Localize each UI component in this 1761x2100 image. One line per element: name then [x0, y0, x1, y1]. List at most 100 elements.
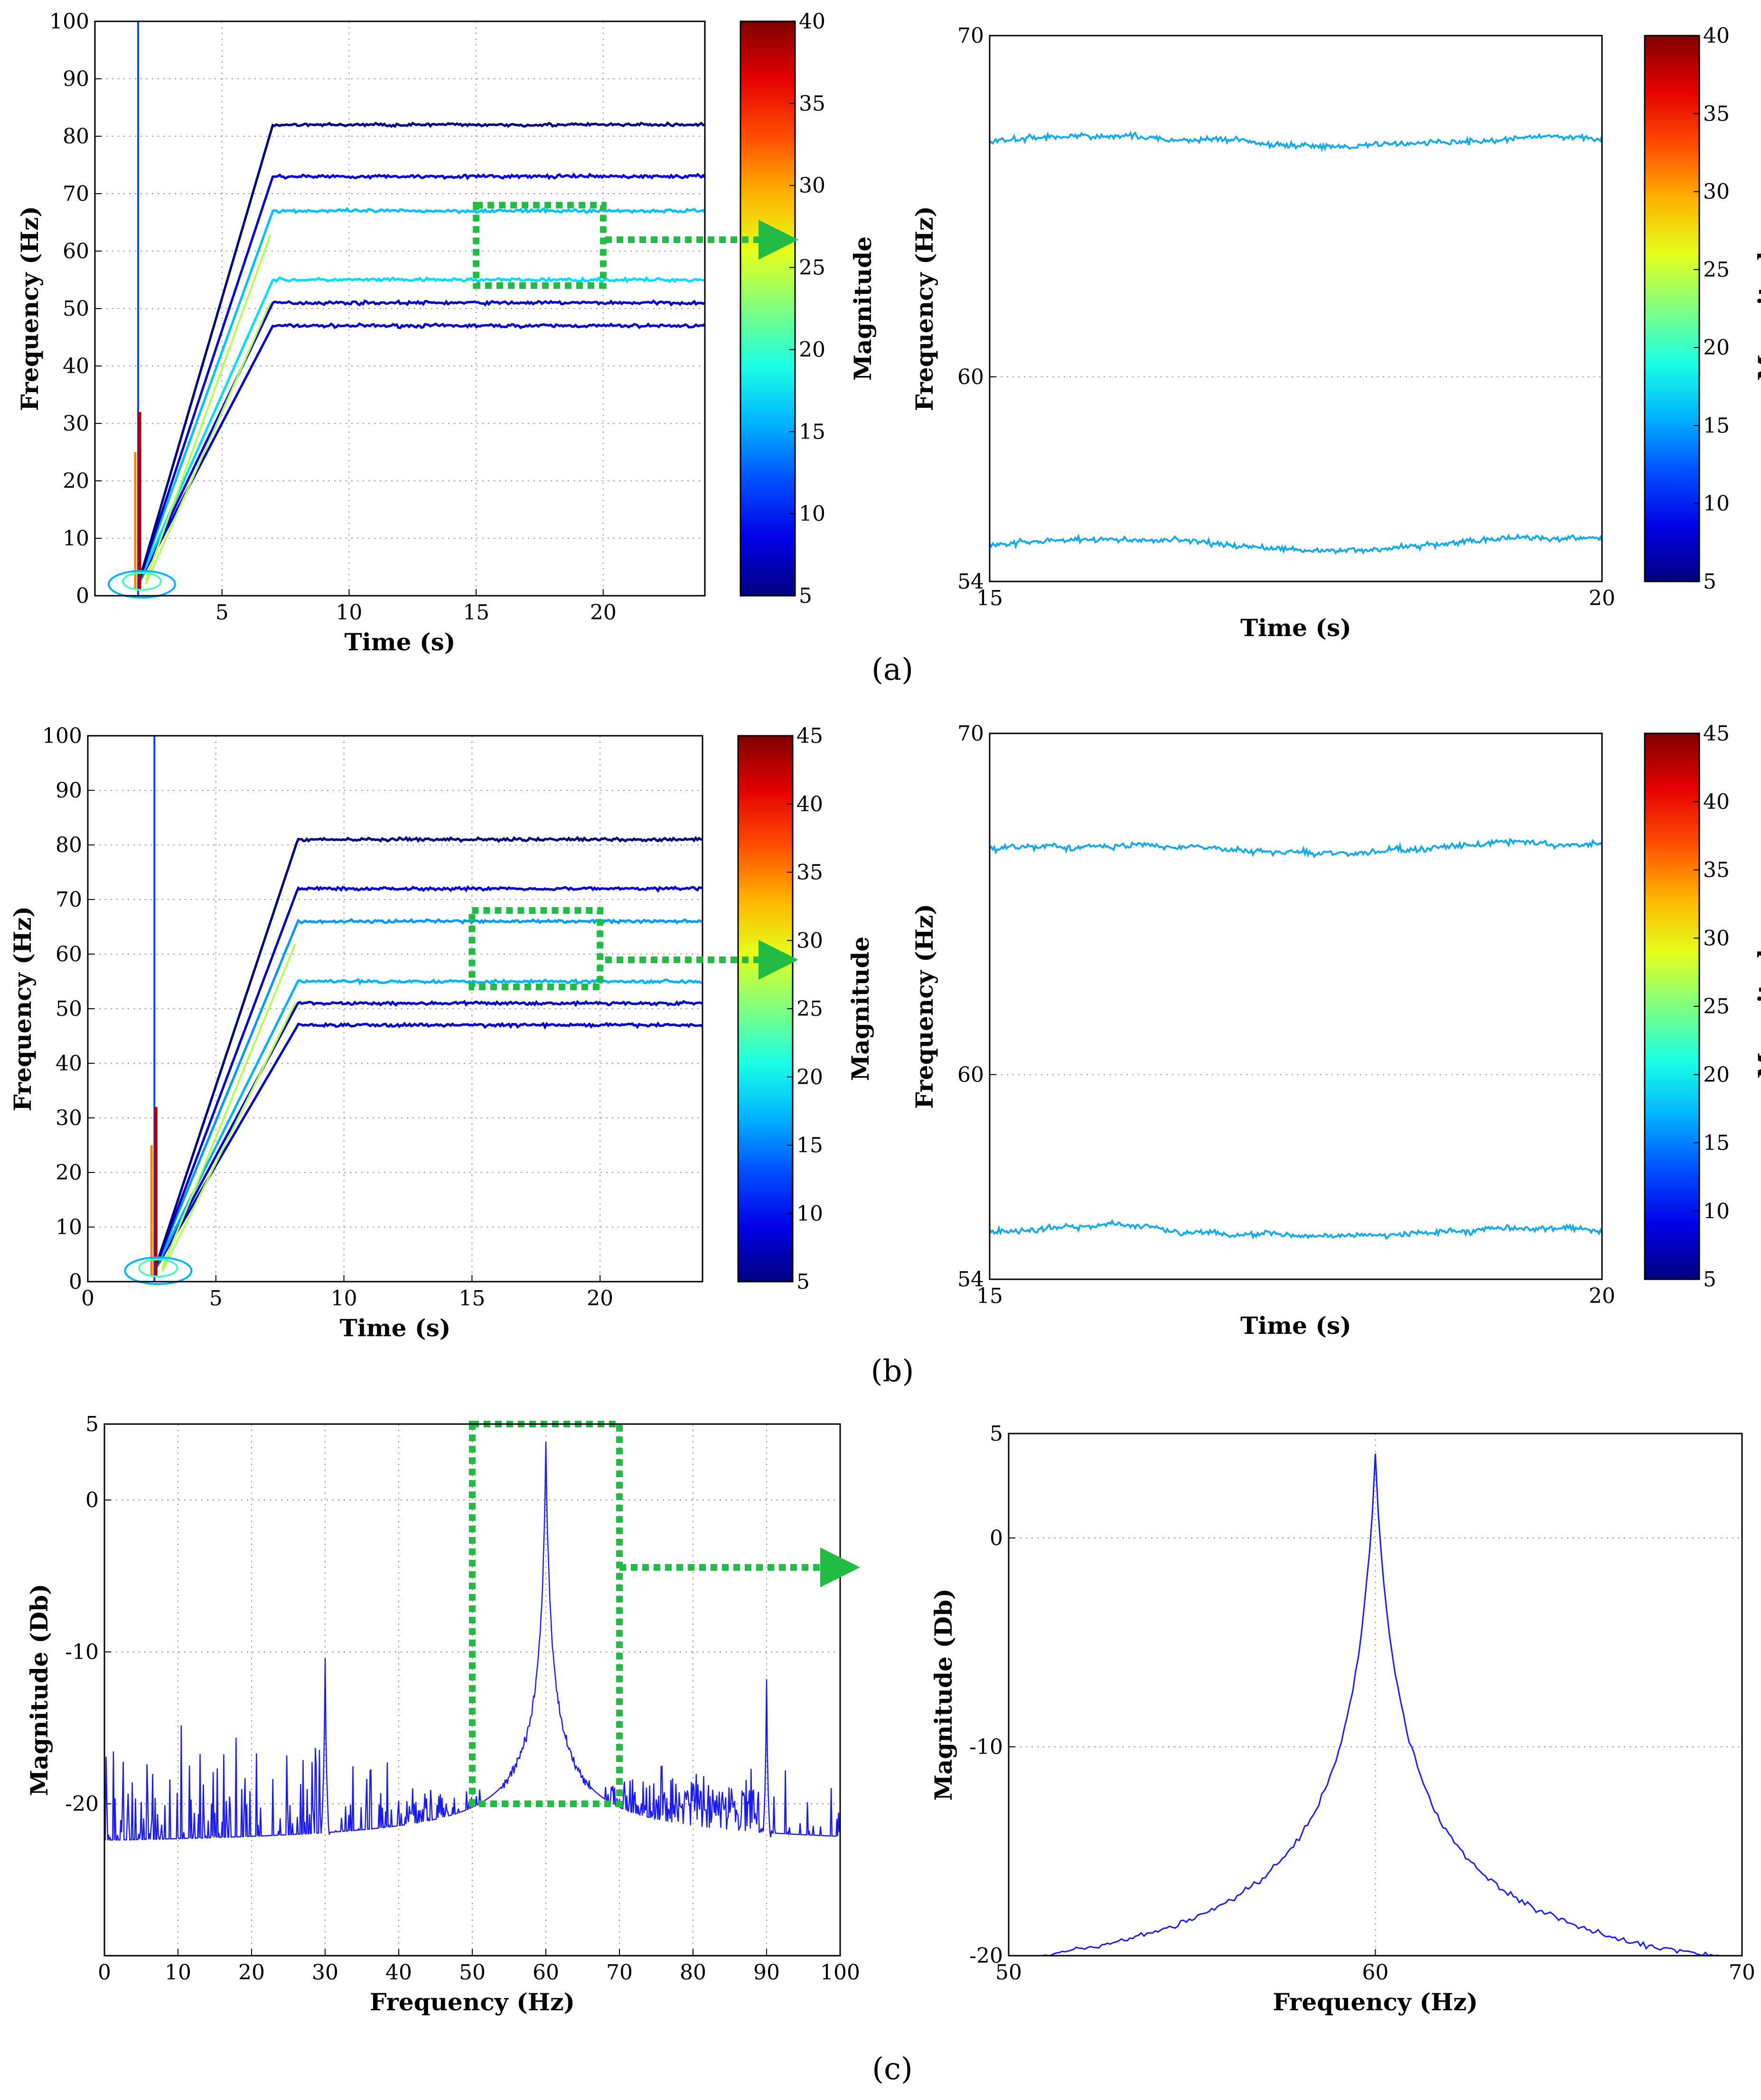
- colorbar: [737, 735, 794, 1283]
- colorbar-tick-label: 35: [1703, 102, 1730, 126]
- zoom-arrows: [605, 220, 860, 1587]
- startup-blob: [124, 1256, 193, 1285]
- plot-area: [990, 733, 1602, 1279]
- colorbar-tick-label: 20: [1703, 1063, 1730, 1087]
- colorbar-tick-label: 10: [799, 502, 825, 526]
- harmonic-contours: [137, 121, 706, 585]
- colorbar-tick-label: 35: [1703, 858, 1730, 882]
- y-axis-label: Frequency (Hz): [16, 206, 44, 411]
- axes-frame: [1008, 1433, 1743, 1957]
- x-axis-label: Time (s): [340, 1314, 451, 1342]
- x-axis-label: Time (s): [1240, 1312, 1351, 1340]
- y-tick-label: 90: [56, 778, 82, 803]
- colorbar-tick-label: 30: [799, 174, 825, 198]
- chart-b-right: 15 20 54 60 70 Time (s) Frequency (Hz) 5 10 15 20 2…: [910, 722, 1761, 1340]
- colorbar: [1644, 732, 1700, 1280]
- startup-blob: [138, 1258, 178, 1278]
- harmonic-contour: [137, 206, 706, 585]
- colorbar-tick-label: 40: [1703, 24, 1730, 48]
- colorbar-tick-label: 15: [1703, 1131, 1730, 1155]
- y-tick-label: 5: [85, 1412, 99, 1436]
- chart-b-left: 0 5 10 15 20 0 10 20 30 40 50 60 70 80 90 100 Time (s) Fr…: [9, 724, 874, 1342]
- colorbar-tick-label: 30: [1703, 926, 1730, 950]
- inner-contour: [145, 234, 272, 581]
- startup-transient: [124, 736, 193, 1285]
- x-tick-label: 5: [215, 600, 229, 625]
- harmonic-line-lower: [989, 1219, 1603, 1240]
- colorbar-tick-label: 25: [1703, 994, 1730, 1019]
- colorbar-tick-label: 35: [796, 861, 823, 885]
- y-tick-label: 0: [85, 1488, 99, 1512]
- y-tick-label: 60: [63, 239, 89, 263]
- x-tick-label: 80: [680, 1960, 706, 1985]
- y-tick-label: 70: [957, 722, 984, 746]
- y-tick-label: 100: [49, 9, 89, 34]
- x-tick-label: 20: [238, 1960, 265, 1985]
- x-tick-label: 15: [463, 600, 489, 625]
- colorbar-tick-label: 45: [796, 724, 823, 748]
- x-tick-label: 0: [81, 1286, 94, 1311]
- harmonic-line-upper: [989, 837, 1603, 859]
- x-tick-label: 10: [165, 1960, 191, 1985]
- colorbar-tick-label: 5: [799, 584, 812, 608]
- colorbar-tick-label: 5: [796, 1270, 810, 1294]
- x-axis-label: Time (s): [1240, 614, 1351, 642]
- x-tick-label: 50: [459, 1960, 486, 1985]
- colorbar-tick-label: 20: [796, 1065, 823, 1089]
- colorbar-tick-label: 40: [799, 9, 825, 34]
- colorbar-tick-label: 40: [1703, 790, 1730, 814]
- colorbar-tick-label: 10: [1703, 492, 1730, 516]
- y-tick-label: 70: [957, 24, 984, 48]
- harmonic-contour: [153, 1000, 703, 1272]
- y-tick-label: 60: [56, 942, 82, 966]
- colorbar: [740, 20, 796, 597]
- chart-a-right: 15 20 54 60 70 Time (s) Frequency (Hz) 5 10 15 20 2…: [910, 24, 1761, 642]
- y-axis-label: Magnitude (Db): [929, 1588, 957, 1800]
- zoomed-harmonics: [989, 837, 1603, 1240]
- y-tick-label: 60: [957, 365, 984, 389]
- colorbar-tick-label: 10: [796, 1201, 823, 1226]
- x-tick-label: 15: [976, 1284, 1003, 1308]
- plot-area: [990, 36, 1602, 581]
- colorbar-tick-label: 25: [799, 256, 825, 280]
- x-tick-label: 20: [1589, 1284, 1615, 1308]
- colorbar-label: Magnitude: [846, 937, 874, 1081]
- colorbar-tick-label: 5: [1703, 1267, 1716, 1292]
- y-tick-label: 5: [990, 1422, 1003, 1446]
- x-tick-label: 50: [995, 1960, 1022, 1985]
- startup-blob: [122, 572, 162, 591]
- harmonic-contour: [137, 121, 705, 585]
- x-tick-label: 15: [976, 586, 1003, 610]
- x-tick-label: 20: [587, 1286, 613, 1311]
- axes-frame: [94, 20, 706, 597]
- zoom-highlight-box: [468, 907, 604, 990]
- colorbar: [1644, 35, 1700, 582]
- colorbar-tick-label: 5: [1703, 570, 1716, 594]
- y-tick-label: 30: [56, 1106, 82, 1130]
- y-tick-label: 0: [76, 584, 89, 608]
- colorbar-tick-label: 20: [799, 338, 825, 362]
- y-tick-label: 40: [63, 354, 89, 378]
- x-tick-label: 60: [533, 1960, 559, 1985]
- x-tick-label: 0: [98, 1960, 111, 1985]
- x-tick-label: 30: [312, 1960, 338, 1985]
- colorbar-tick-label: 10: [1703, 1199, 1730, 1223]
- x-axis-label: Frequency (Hz): [370, 1988, 575, 2016]
- harmonic-contours: [153, 835, 703, 1272]
- y-tick-label: 50: [56, 997, 82, 1021]
- x-tick-label: 70: [606, 1960, 633, 1985]
- y-axis-label: Frequency (Hz): [9, 906, 37, 1111]
- spectrum-line: [103, 1442, 841, 1841]
- x-tick-label: 10: [331, 1286, 357, 1311]
- y-tick-label: 10: [63, 526, 89, 551]
- y-tick-label: 54: [957, 570, 984, 594]
- y-axis-label: Magnitude (Db): [25, 1584, 53, 1796]
- y-tick-label: 0: [69, 1270, 82, 1294]
- y-axis-label: Frequency (Hz): [910, 206, 938, 411]
- x-tick-label: 100: [820, 1960, 860, 1985]
- x-tick-label: 40: [385, 1960, 412, 1985]
- y-tick-label: 60: [957, 1063, 984, 1087]
- chart-a-left: 5 10 15 20 0 10 20 30 40 50 60 70 80 90 100 Time (s) Fre…: [16, 9, 877, 656]
